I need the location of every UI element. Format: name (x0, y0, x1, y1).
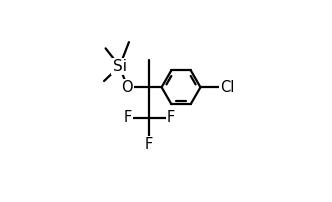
Text: Si: Si (113, 59, 126, 74)
Text: O: O (122, 80, 133, 95)
Text: F: F (145, 137, 153, 152)
Text: F: F (123, 110, 131, 125)
Text: F: F (167, 110, 175, 125)
Text: Cl: Cl (220, 80, 235, 95)
